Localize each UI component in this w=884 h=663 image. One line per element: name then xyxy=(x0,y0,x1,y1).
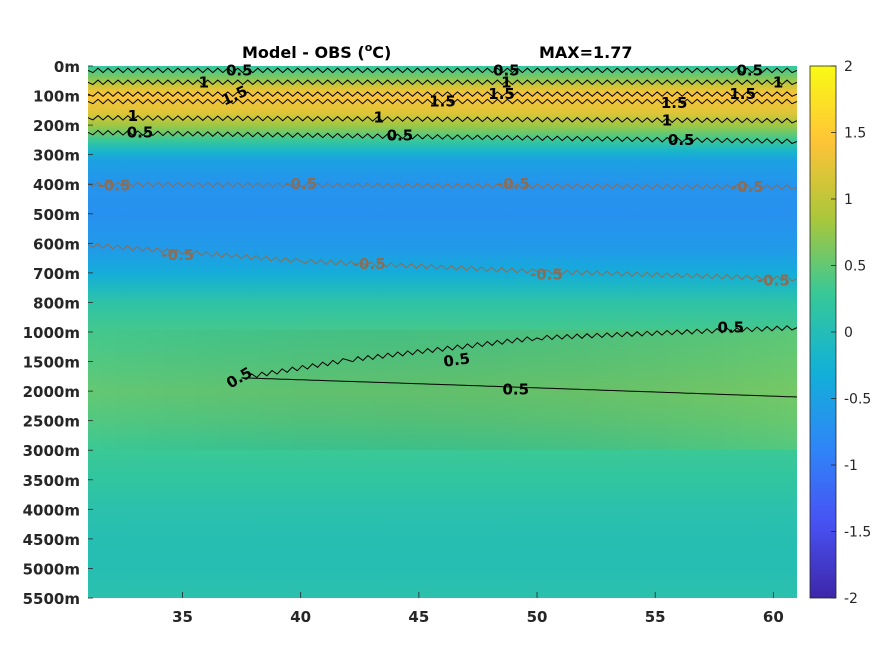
y-tick-label: 600m xyxy=(33,235,80,253)
contour-label: 0.5 xyxy=(226,61,253,79)
x-tick-label: 50 xyxy=(527,608,548,626)
y-tick-label: 2500m xyxy=(23,413,80,431)
y-tick-label: 3500m xyxy=(23,472,80,490)
contour-label: 1 xyxy=(199,73,209,91)
y-tick-label: 1500m xyxy=(23,354,80,372)
colorbar-tick-label: 0 xyxy=(844,325,853,341)
contour-label: -0.5 xyxy=(353,255,386,273)
contour-label: -0.5 xyxy=(98,177,131,195)
contour-line xyxy=(241,325,797,380)
contour-label: -0.5 xyxy=(161,246,194,264)
y-axis: 0m 100m 200m 300m 400m 500m 600m 700m 800m 1000m 1… xyxy=(23,58,93,608)
y-tick-label: 5000m xyxy=(23,560,80,578)
contour-line xyxy=(88,242,797,282)
y-tick-label: 4000m xyxy=(23,501,80,519)
x-tick-label: 60 xyxy=(763,608,784,626)
y-tick-label: 800m xyxy=(33,294,80,312)
colorbar-tick-label: -0.5 xyxy=(844,392,871,408)
y-tick-label: 700m xyxy=(33,265,80,283)
heatmap-deep-shade xyxy=(88,330,797,450)
colorbar-tick-label: 2 xyxy=(844,59,853,75)
contour-label: -0.5 xyxy=(731,178,764,196)
colorbar-ticks: 2 1.5 1 0.5 0 -0.5 -1 -1.5 -2 xyxy=(831,59,871,607)
colorbar-tick-label: 1 xyxy=(844,192,853,208)
contour-line xyxy=(88,98,797,105)
heatmap-plot-area: 0.51 1.510.50.511.51.510.50.511.51.510.5-… xyxy=(88,61,797,598)
colorbar-tick-label: -1.5 xyxy=(844,525,871,541)
x-tick-label: 40 xyxy=(290,608,311,626)
contour-line xyxy=(88,79,797,86)
y-tick-label: 5500m xyxy=(23,590,80,608)
x-axis: 35 40 45 50 55 60 xyxy=(172,592,784,626)
y-tick-label: 300m xyxy=(33,147,80,165)
y-tick-label: 200m xyxy=(33,117,80,135)
contour-label: 1.5 xyxy=(429,92,456,110)
y-tick-label: 4500m xyxy=(23,531,80,549)
colorbar-tick-label: 0.5 xyxy=(844,259,866,275)
contour-label: 0.5 xyxy=(493,61,520,79)
colorbar: 2 1.5 1 0.5 0 -0.5 -1 -1.5 -2 xyxy=(809,59,871,607)
contour-label: 1 xyxy=(662,112,672,130)
chart-title: Model - OBS (oC) xyxy=(242,41,391,62)
chart-title-max: MAX=1.77 xyxy=(539,43,633,62)
x-tick-label: 35 xyxy=(172,608,193,626)
contour-label: -0.5 xyxy=(497,175,530,193)
contour-label: 0.5 xyxy=(718,319,745,337)
contour-label: 1.5 xyxy=(729,85,756,103)
contour-label: 0.5 xyxy=(387,126,414,144)
y-tick-label: 100m xyxy=(33,88,80,106)
x-tick-label: 45 xyxy=(408,608,429,626)
contour-line xyxy=(88,129,797,145)
colorbar-tick-label: 1.5 xyxy=(844,126,866,142)
y-tick-label: 2000m xyxy=(23,383,80,401)
contour-label: 1 xyxy=(373,109,383,127)
y-tick-label: 500m xyxy=(33,206,80,224)
contour-label: 0.5 xyxy=(502,381,529,399)
contour-label: -0.5 xyxy=(757,271,790,289)
y-tick-label: 400m xyxy=(33,176,80,194)
contour-line xyxy=(88,181,797,190)
contour-label: 0.5 xyxy=(127,124,154,142)
contour-label: 1 xyxy=(501,73,511,91)
contour-line xyxy=(241,377,797,398)
contour-line xyxy=(88,114,797,124)
contour-label: 1 xyxy=(128,107,138,125)
contour-label: 1 xyxy=(773,73,783,91)
y-tick-label: 0m xyxy=(54,58,80,76)
contour-label: -0.5 xyxy=(284,175,317,193)
contour-line xyxy=(88,67,797,74)
contour-line xyxy=(88,91,797,97)
colorbar-tick-label: -2 xyxy=(844,591,858,607)
colorbar-tick-label: -1 xyxy=(844,458,858,474)
contour-label-layer: 0.51 1.510.50.511.51.510.50.511.51.510.5-… xyxy=(98,61,790,398)
contour-label: 0.5 xyxy=(442,349,471,371)
contour-label: 1.5 xyxy=(661,94,688,112)
contour-label: -0.5 xyxy=(530,265,563,283)
y-tick-label: 1000m xyxy=(23,324,80,342)
contour-label: 1.5 xyxy=(488,85,515,103)
x-tick-label: 55 xyxy=(645,608,666,626)
contour-label: 0.5 xyxy=(668,131,695,149)
y-tick-label: 3000m xyxy=(23,442,80,460)
contour-label: 0.5 xyxy=(736,61,763,79)
contour-layer xyxy=(88,67,797,398)
